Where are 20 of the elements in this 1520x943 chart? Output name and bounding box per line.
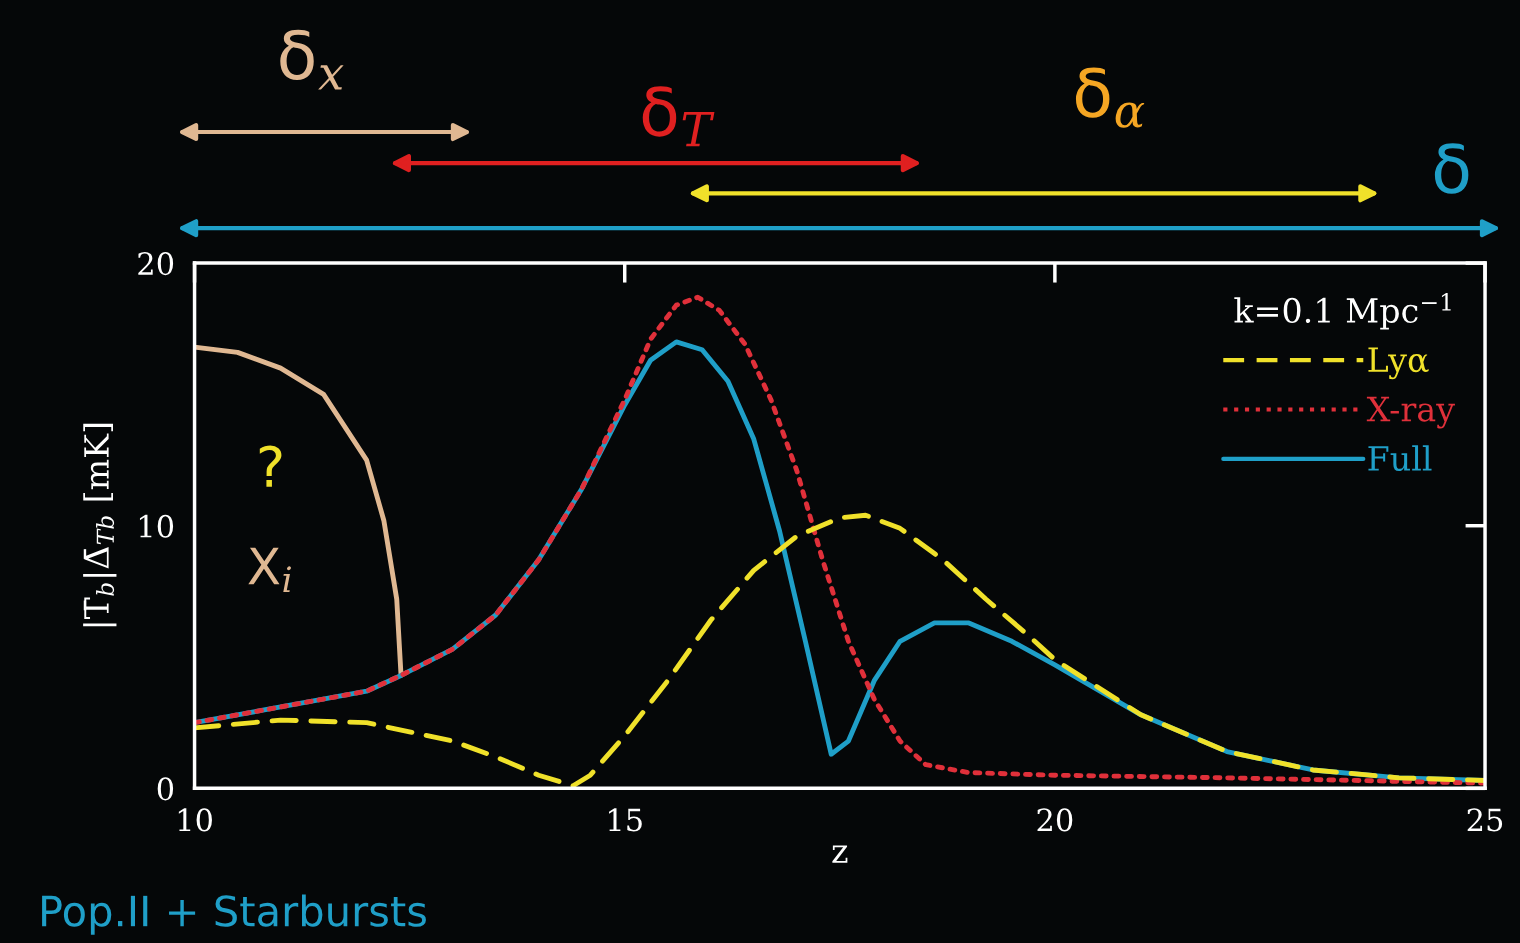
text: Pop.II + Starbursts bbox=[42, 894, 426, 935]
x-tick-label: 15 bbox=[609, 808, 642, 832]
legend-label: Full bbox=[1368, 445, 1432, 472]
text: δ$_{α}$ bbox=[1075, 67, 1145, 128]
x-tick-label: 25 bbox=[1467, 808, 1503, 832]
annotation: X$_{i}$ bbox=[248, 547, 291, 593]
text: δ$_{x}$ bbox=[280, 29, 344, 90]
x-axis-title: z bbox=[832, 845, 848, 863]
x-tick-label: 20 bbox=[1037, 808, 1073, 832]
y-tick-label: 10 bbox=[139, 514, 174, 538]
annotation: ? bbox=[259, 445, 282, 487]
text: δ$_{T}$ bbox=[642, 86, 715, 147]
legend-label: X-ray bbox=[1366, 396, 1455, 429]
legend-label: Lyα bbox=[1368, 347, 1429, 380]
y-tick-label: 0 bbox=[157, 777, 174, 801]
y-tick-label: 20 bbox=[138, 252, 174, 276]
legend-title: k=0.1 Mpc$^{−1}$ bbox=[1234, 293, 1451, 330]
x-tick-label: 10 bbox=[178, 808, 212, 832]
text: δ bbox=[1434, 143, 1469, 194]
y-axis-title: |T̄$_{b}$|Δ̄$_{Tb}$ [mK] bbox=[83, 423, 117, 627]
